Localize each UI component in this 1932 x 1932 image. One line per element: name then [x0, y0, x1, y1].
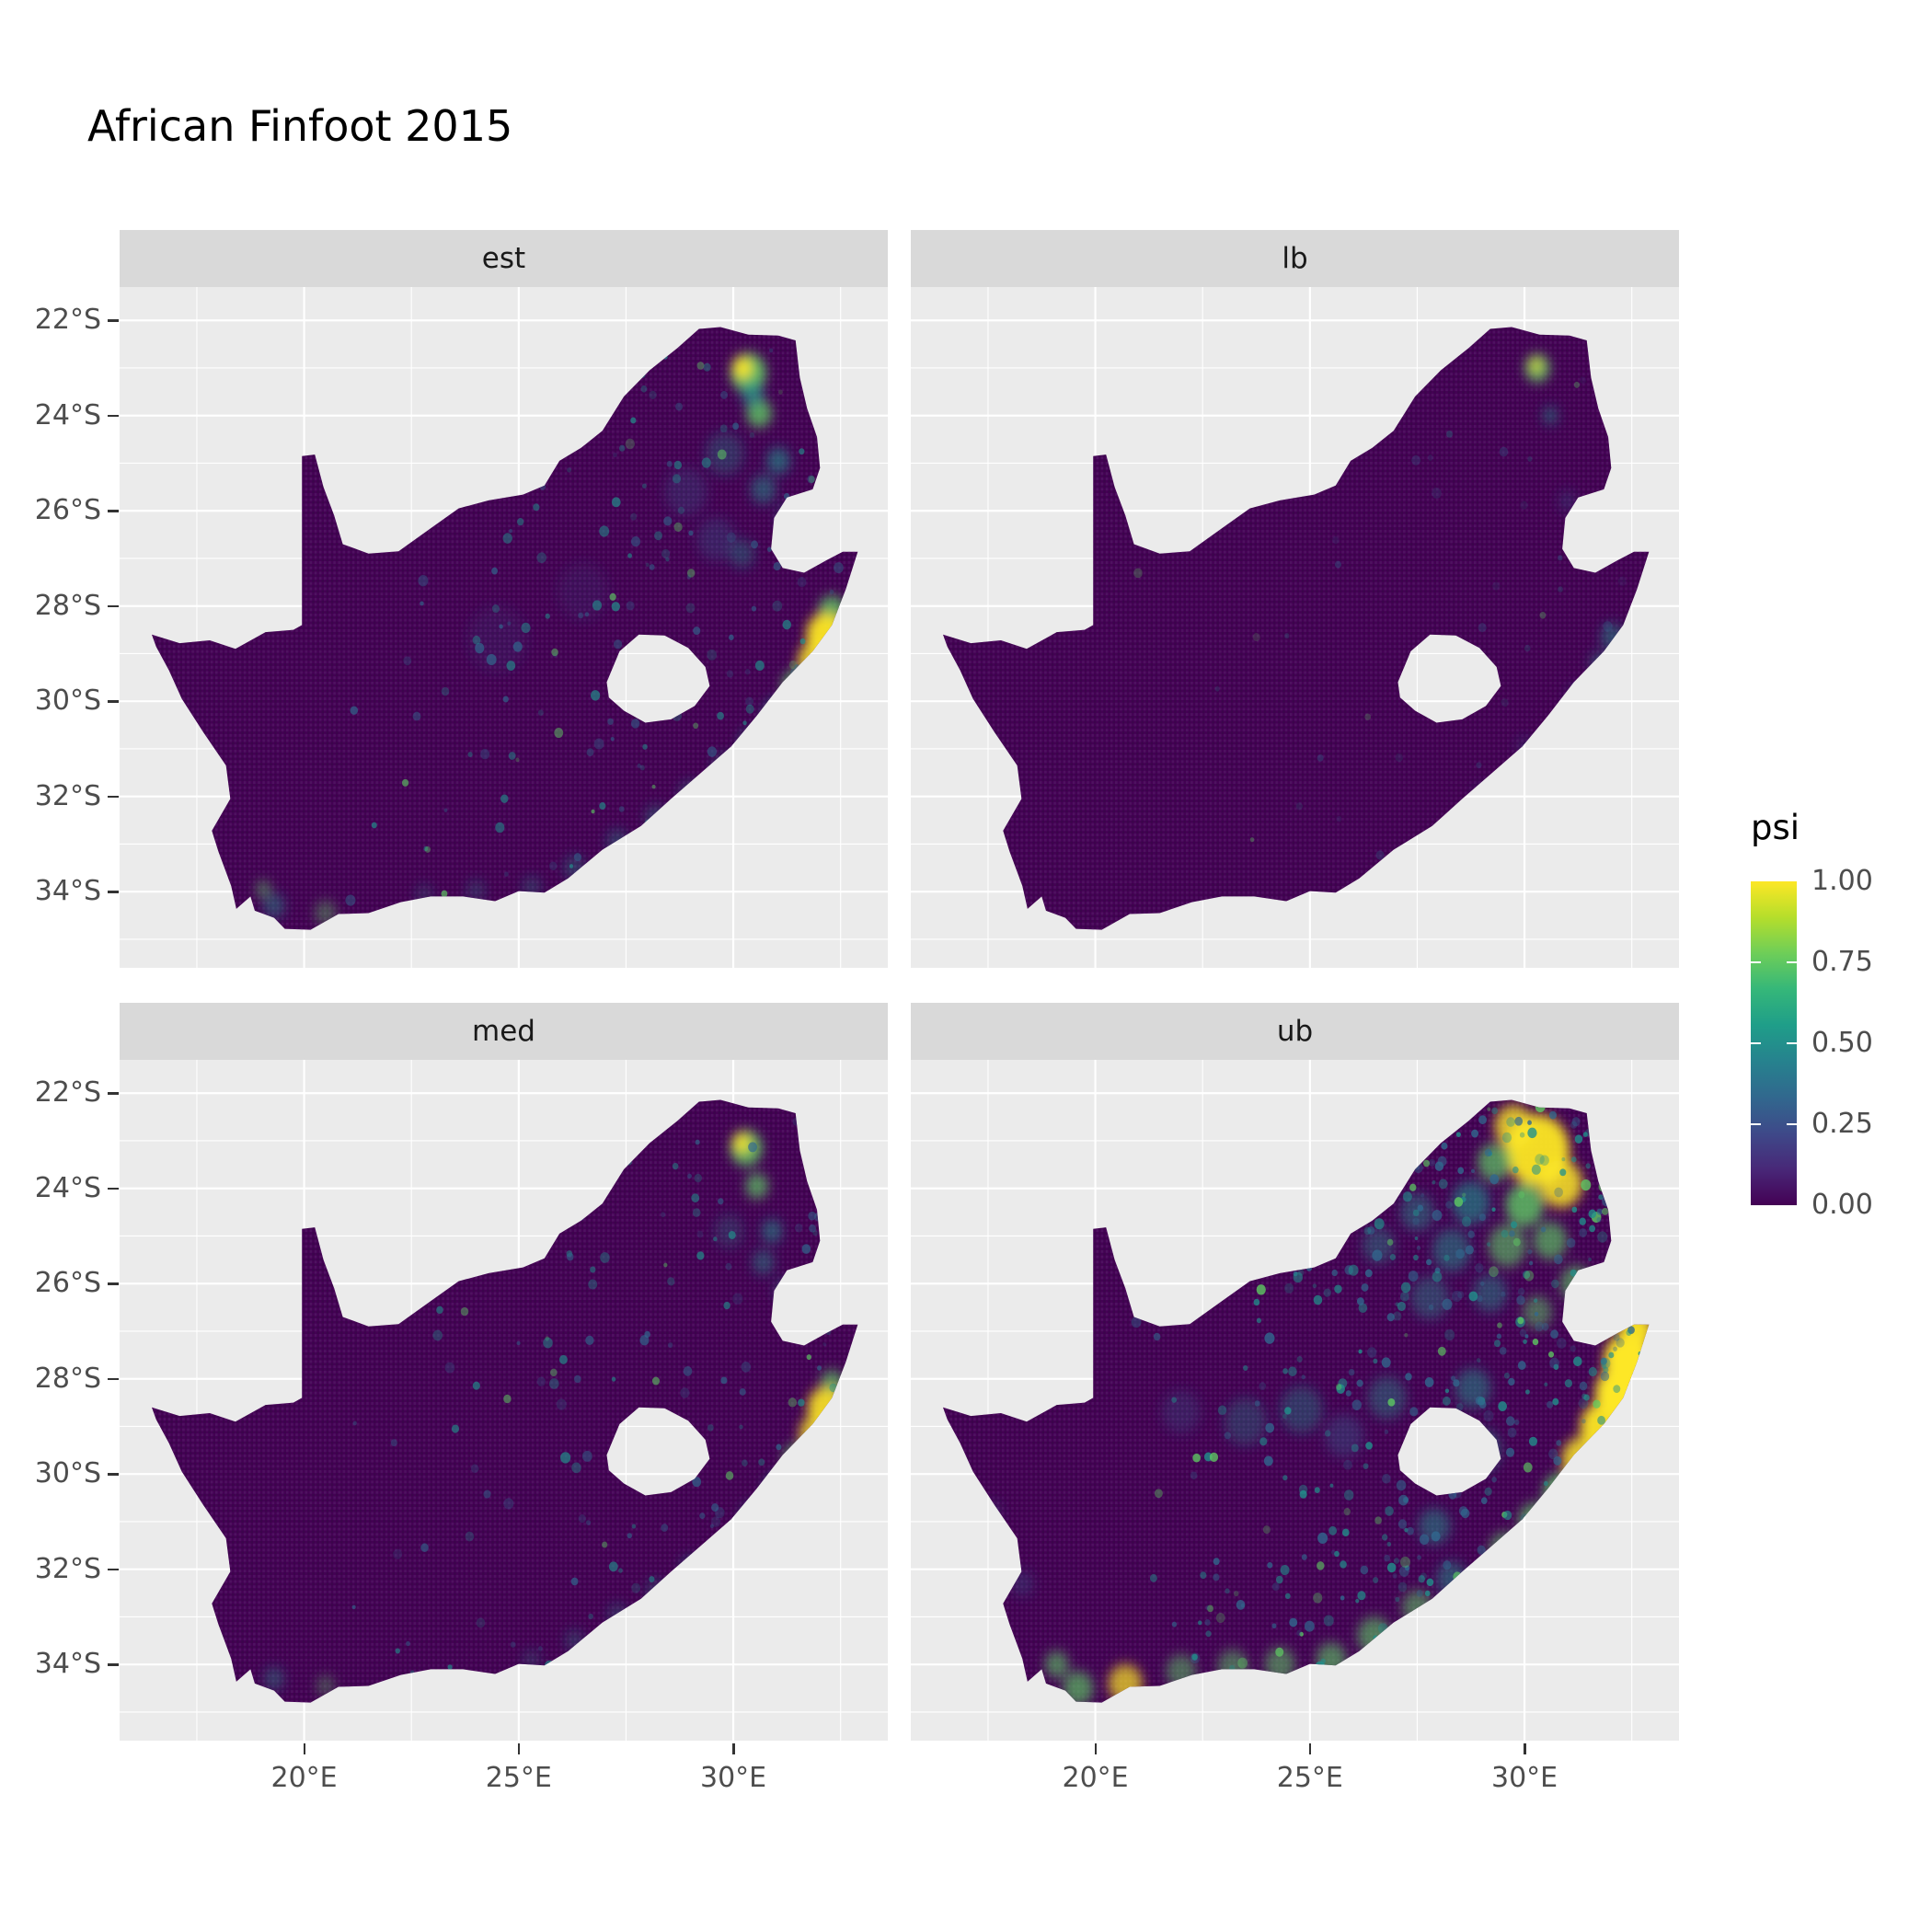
facet-strip-label: est: [481, 242, 526, 275]
legend-tick-label: 0.25: [1811, 1108, 1873, 1140]
y-axis-tick-mark: [108, 510, 119, 512]
y-axis-tick-label: 24°S: [34, 1171, 101, 1204]
legend-tick-mark: [1787, 1123, 1797, 1125]
facet-strip-med: med: [120, 1003, 888, 1060]
x-axis-tick-label: 30°E: [699, 1762, 767, 1794]
facet-panel-est: [120, 287, 888, 968]
y-axis-tick-label: 22°S: [34, 304, 101, 337]
facet-panel-med: [120, 1060, 888, 1741]
y-axis-tick-mark: [108, 1568, 119, 1571]
y-axis-tick-label: 30°S: [34, 1457, 101, 1490]
facet-strip-label: lb: [1282, 242, 1308, 275]
facet-map-lb: [911, 287, 1679, 968]
y-axis-tick-label: 28°S: [34, 1362, 101, 1395]
y-axis-tick-label: 34°S: [34, 1648, 101, 1681]
facet-strip-label: med: [472, 1015, 535, 1048]
y-axis-tick-mark: [108, 1663, 119, 1666]
y-axis-tick-label: 32°S: [34, 779, 101, 812]
y-axis-tick-mark: [108, 1092, 119, 1095]
y-axis-tick-label: 24°S: [34, 398, 101, 431]
facet-panel-lb: [911, 287, 1679, 968]
x-axis-tick-mark: [1094, 1743, 1098, 1754]
facet-map-est: [120, 287, 888, 968]
y-axis-tick-mark: [108, 604, 119, 608]
legend-tick-label: 1.00: [1811, 865, 1873, 897]
x-axis-tick-mark: [1308, 1743, 1312, 1754]
y-axis-tick-label: 26°S: [34, 1267, 101, 1300]
y-axis-tick-mark: [108, 891, 119, 893]
legend-tick-label: 0.50: [1811, 1027, 1873, 1059]
x-axis-tick-label: 20°E: [270, 1762, 338, 1794]
y-axis-tick-label: 28°S: [34, 589, 101, 622]
legend-tick-label: 0.75: [1811, 946, 1873, 978]
legend-tick-mark: [1787, 961, 1797, 963]
legend-title: psi: [1751, 808, 1800, 847]
y-axis-tick-mark: [108, 1187, 119, 1190]
y-axis-tick-mark: [108, 1473, 119, 1476]
y-axis-tick-mark: [108, 1282, 119, 1285]
y-axis-tick-mark: [108, 414, 119, 418]
y-axis-tick-label: 22°S: [34, 1076, 101, 1110]
legend-tick-label: 0.00: [1811, 1189, 1873, 1221]
facet-strip-ub: ub: [911, 1003, 1679, 1060]
y-axis-tick-mark: [108, 319, 119, 322]
facet-map-med: [120, 1060, 888, 1741]
y-axis-tick-mark: [108, 700, 119, 703]
legend-tick-mark: [1751, 1042, 1761, 1044]
y-axis-tick-label: 34°S: [34, 875, 101, 908]
legend-tick-mark: [1787, 1042, 1797, 1044]
x-axis-tick-label: 25°E: [1276, 1762, 1343, 1794]
x-axis-tick-mark: [732, 1743, 735, 1754]
x-axis-tick-mark: [1524, 1743, 1526, 1754]
y-axis-tick-mark: [108, 795, 119, 799]
y-axis-tick-label: 26°S: [34, 494, 101, 527]
facet-strip-lb: lb: [911, 230, 1679, 287]
facet-strip-est: est: [120, 230, 888, 287]
y-axis-tick-label: 32°S: [34, 1552, 101, 1585]
y-axis-tick-label: 30°S: [34, 684, 101, 718]
x-axis-tick-mark: [517, 1743, 521, 1754]
x-axis-tick-label: 20°E: [1062, 1762, 1129, 1794]
legend-tick-mark: [1751, 1123, 1761, 1125]
plot-title: African Finfoot 2015: [87, 101, 513, 151]
legend-tick-mark: [1751, 961, 1761, 963]
y-axis-tick-mark: [108, 1377, 119, 1381]
facet-strip-label: ub: [1276, 1015, 1314, 1048]
facet-panel-ub: [911, 1060, 1679, 1741]
x-axis-tick-label: 25°E: [485, 1762, 552, 1794]
x-axis-tick-mark: [303, 1743, 306, 1754]
facet-map-ub: [911, 1060, 1679, 1741]
x-axis-tick-label: 30°E: [1490, 1762, 1558, 1794]
